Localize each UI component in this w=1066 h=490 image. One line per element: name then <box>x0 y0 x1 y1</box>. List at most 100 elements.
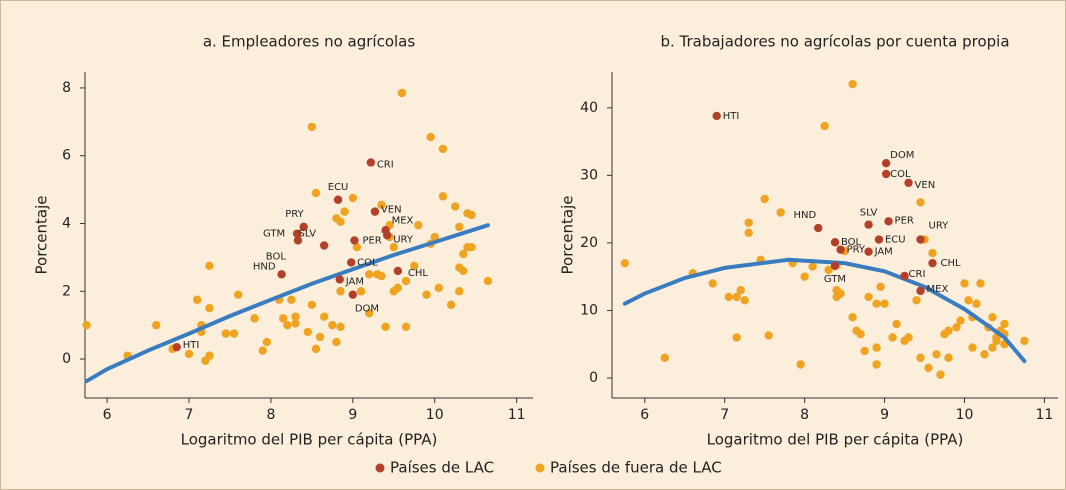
scatter-point <box>724 292 733 302</box>
scatter-point <box>876 282 885 292</box>
scatter-point <box>377 200 386 210</box>
scatter-point <box>352 242 362 252</box>
y-tick-label: 2 <box>62 283 71 299</box>
point-label: CRI <box>909 269 926 280</box>
scatter-point <box>860 346 869 356</box>
scatter-point <box>872 343 881 352</box>
scatter-point <box>370 207 380 216</box>
point-label: ECU <box>328 182 349 193</box>
point-label: CHL <box>941 258 962 269</box>
scatter-point <box>333 195 343 204</box>
scatter-point <box>389 242 398 252</box>
point-label: HND <box>794 210 817 221</box>
scatter-point <box>401 276 411 286</box>
point-label: URY <box>393 234 414 245</box>
x-tick-label: 6 <box>640 407 649 423</box>
scatter-point <box>467 210 476 220</box>
point-label: COL <box>890 169 911 180</box>
scatter-point <box>455 222 464 232</box>
scatter-point <box>277 270 286 279</box>
scatter-point <box>928 258 937 268</box>
scatter-point <box>364 270 374 279</box>
x-tick-label: 11 <box>1035 407 1053 423</box>
legend-label: Países de LAC <box>390 459 494 477</box>
scatter-point <box>366 158 376 167</box>
y-tick-label: 6 <box>62 148 71 164</box>
legend-label: Países de fuera de LAC <box>550 459 722 477</box>
scatter-point <box>956 316 965 325</box>
scatter-point <box>299 222 308 232</box>
y-tick-label: 10 <box>580 302 598 318</box>
scatter-point <box>184 349 194 359</box>
scatter-point <box>348 290 358 299</box>
scatter-point <box>152 320 161 330</box>
scatter-point <box>892 319 901 329</box>
scatter-point <box>336 217 345 226</box>
scatter-point <box>377 271 386 281</box>
scatter-point <box>848 313 857 322</box>
scatter-point <box>283 320 292 330</box>
scatter-point <box>960 279 969 288</box>
scatter-point <box>732 292 741 302</box>
scatter-point <box>389 287 398 296</box>
scatter-point <box>307 122 317 132</box>
scatter-point <box>708 279 717 288</box>
scatter-point <box>483 276 493 286</box>
scatter-point <box>760 194 769 204</box>
scatter-point <box>904 333 913 342</box>
chart-title: a. Empleadores no agrícolas <box>203 33 416 51</box>
scatter-point <box>346 258 356 267</box>
point-label: MEX <box>927 284 949 295</box>
scatter-point <box>422 290 431 299</box>
point-label: JAM <box>345 276 364 287</box>
scatter-point <box>814 223 823 233</box>
x-tick-label: 7 <box>720 407 729 423</box>
point-label: DOM <box>890 150 914 161</box>
scatter-point <box>250 314 259 323</box>
x-axis-label: Logaritmo del PIB per cápita (PPA) <box>181 431 438 449</box>
x-tick-label: 8 <box>266 407 275 423</box>
scatter-point <box>335 275 344 284</box>
scatter-point <box>864 292 873 302</box>
scatter-point <box>381 322 390 332</box>
scatter-point <box>319 241 329 250</box>
scatter-point <box>712 111 721 121</box>
point-label: HTI <box>723 111 740 122</box>
scatter-point <box>976 279 985 288</box>
scatter-point <box>620 258 629 268</box>
scatter-point <box>900 271 909 281</box>
y-tick-label: 0 <box>589 370 598 386</box>
point-label: GTM <box>263 229 285 240</box>
scatter-point <box>467 242 476 252</box>
scatter-point <box>1020 336 1029 346</box>
scatter-point <box>830 238 840 247</box>
scatter-point <box>291 319 300 328</box>
scatter-point <box>332 337 341 347</box>
scatter-point <box>279 314 288 323</box>
scatter-point <box>221 329 231 338</box>
scatter-point <box>972 299 981 308</box>
scatter-point <box>311 188 321 198</box>
y-axis-label: Porcentaje <box>33 196 51 275</box>
scatter-point <box>262 337 272 347</box>
point-label: CRI <box>377 159 394 170</box>
scatter-point <box>736 285 745 295</box>
scatter-point <box>881 169 891 179</box>
y-tick-label: 8 <box>62 80 71 96</box>
scatter-point <box>916 235 925 244</box>
scatter-point <box>455 287 464 296</box>
scatter-point <box>744 228 753 237</box>
x-tick-label: 9 <box>880 407 889 423</box>
scatter-point <box>864 247 873 256</box>
scatter-point <box>434 283 444 293</box>
scatter-point <box>356 287 366 296</box>
x-tick-label: 10 <box>426 407 444 423</box>
scatter-point <box>287 295 296 304</box>
scatter-point <box>438 144 448 154</box>
scatter-point <box>293 236 303 245</box>
scatter-point <box>964 296 973 305</box>
y-tick-label: 4 <box>62 215 71 231</box>
scatter-point <box>311 344 321 354</box>
scatter-point <box>410 261 419 271</box>
